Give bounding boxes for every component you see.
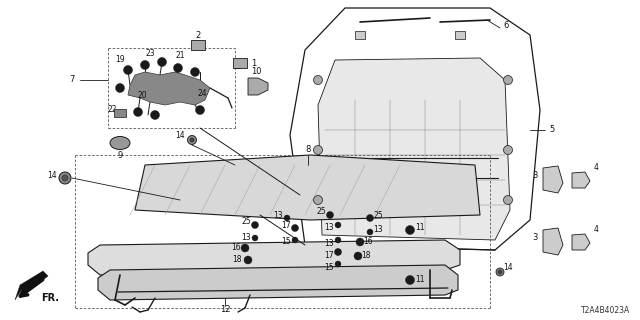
Circle shape: [335, 261, 341, 267]
Polygon shape: [15, 271, 48, 300]
Text: 25: 25: [316, 207, 326, 217]
Text: 15: 15: [281, 237, 291, 246]
Circle shape: [191, 68, 200, 76]
Circle shape: [188, 135, 196, 145]
Circle shape: [157, 58, 166, 67]
Text: 20: 20: [137, 91, 147, 100]
Text: 23: 23: [145, 49, 155, 58]
Text: 17: 17: [324, 251, 334, 260]
Circle shape: [59, 172, 71, 184]
Circle shape: [241, 244, 249, 252]
Text: FR.: FR.: [41, 293, 59, 303]
Circle shape: [124, 66, 132, 75]
Circle shape: [406, 276, 415, 284]
Circle shape: [244, 256, 252, 264]
Circle shape: [326, 212, 333, 219]
Text: 11: 11: [415, 276, 425, 284]
Text: 3: 3: [532, 234, 538, 243]
Polygon shape: [128, 72, 210, 105]
Text: 5: 5: [549, 125, 555, 134]
Text: 1: 1: [252, 59, 257, 68]
Text: 22: 22: [108, 106, 116, 115]
Bar: [191, 40, 205, 50]
Polygon shape: [572, 234, 590, 250]
Bar: [355, 31, 365, 39]
Circle shape: [252, 235, 258, 241]
Circle shape: [335, 249, 342, 255]
Text: 7: 7: [69, 76, 75, 84]
Text: 19: 19: [115, 55, 125, 65]
Circle shape: [504, 76, 513, 84]
Ellipse shape: [110, 137, 130, 149]
Polygon shape: [572, 172, 590, 188]
Text: 14: 14: [47, 171, 57, 180]
Circle shape: [284, 215, 290, 221]
Text: 18: 18: [232, 255, 242, 265]
Text: 24: 24: [197, 89, 207, 98]
Text: 17: 17: [281, 221, 291, 230]
Text: 2: 2: [195, 30, 200, 39]
Circle shape: [354, 252, 362, 260]
Polygon shape: [543, 166, 563, 193]
Text: 16: 16: [231, 244, 241, 252]
Circle shape: [367, 229, 373, 235]
Text: T2A4B4023A: T2A4B4023A: [580, 306, 630, 315]
Circle shape: [141, 60, 150, 69]
Circle shape: [115, 84, 125, 92]
Text: 16: 16: [363, 237, 373, 246]
Text: 10: 10: [251, 68, 261, 76]
Text: 14: 14: [175, 132, 185, 140]
Text: 12: 12: [220, 306, 230, 315]
Circle shape: [504, 196, 513, 204]
Text: 14: 14: [503, 263, 513, 273]
Circle shape: [314, 146, 323, 155]
Circle shape: [291, 225, 298, 231]
Text: 9: 9: [117, 150, 123, 159]
Bar: [233, 58, 247, 68]
Circle shape: [292, 237, 298, 243]
Polygon shape: [318, 58, 510, 240]
Circle shape: [496, 268, 504, 276]
Text: 13: 13: [241, 234, 251, 243]
Text: 25: 25: [241, 218, 251, 227]
Polygon shape: [88, 240, 460, 275]
Polygon shape: [290, 8, 540, 250]
Bar: [455, 31, 465, 39]
Polygon shape: [98, 265, 458, 300]
Text: 6: 6: [503, 21, 509, 30]
Circle shape: [173, 63, 182, 73]
Circle shape: [252, 221, 259, 228]
Circle shape: [62, 175, 68, 181]
Circle shape: [335, 237, 341, 243]
Circle shape: [314, 76, 323, 84]
Circle shape: [335, 222, 341, 228]
Text: 4: 4: [593, 163, 598, 172]
Polygon shape: [543, 228, 563, 255]
Polygon shape: [248, 78, 268, 95]
Polygon shape: [135, 155, 480, 220]
Text: 13: 13: [324, 238, 334, 247]
Text: 13: 13: [373, 225, 383, 234]
Text: 3: 3: [532, 171, 538, 180]
Circle shape: [504, 146, 513, 155]
Circle shape: [150, 110, 159, 119]
Circle shape: [356, 238, 364, 246]
Circle shape: [314, 196, 323, 204]
Text: 15: 15: [324, 262, 334, 271]
Circle shape: [134, 108, 143, 116]
Text: 25: 25: [373, 211, 383, 220]
Text: 21: 21: [175, 52, 185, 60]
Circle shape: [406, 226, 415, 235]
Circle shape: [367, 214, 374, 221]
Text: 8: 8: [305, 146, 310, 155]
Text: 13: 13: [324, 223, 334, 233]
Text: 13: 13: [273, 211, 283, 220]
Circle shape: [190, 138, 194, 142]
Text: 4: 4: [593, 226, 598, 235]
Text: 11: 11: [415, 223, 425, 233]
Circle shape: [498, 270, 502, 274]
Bar: [114, 109, 126, 117]
Text: 18: 18: [361, 252, 371, 260]
Circle shape: [195, 106, 205, 115]
